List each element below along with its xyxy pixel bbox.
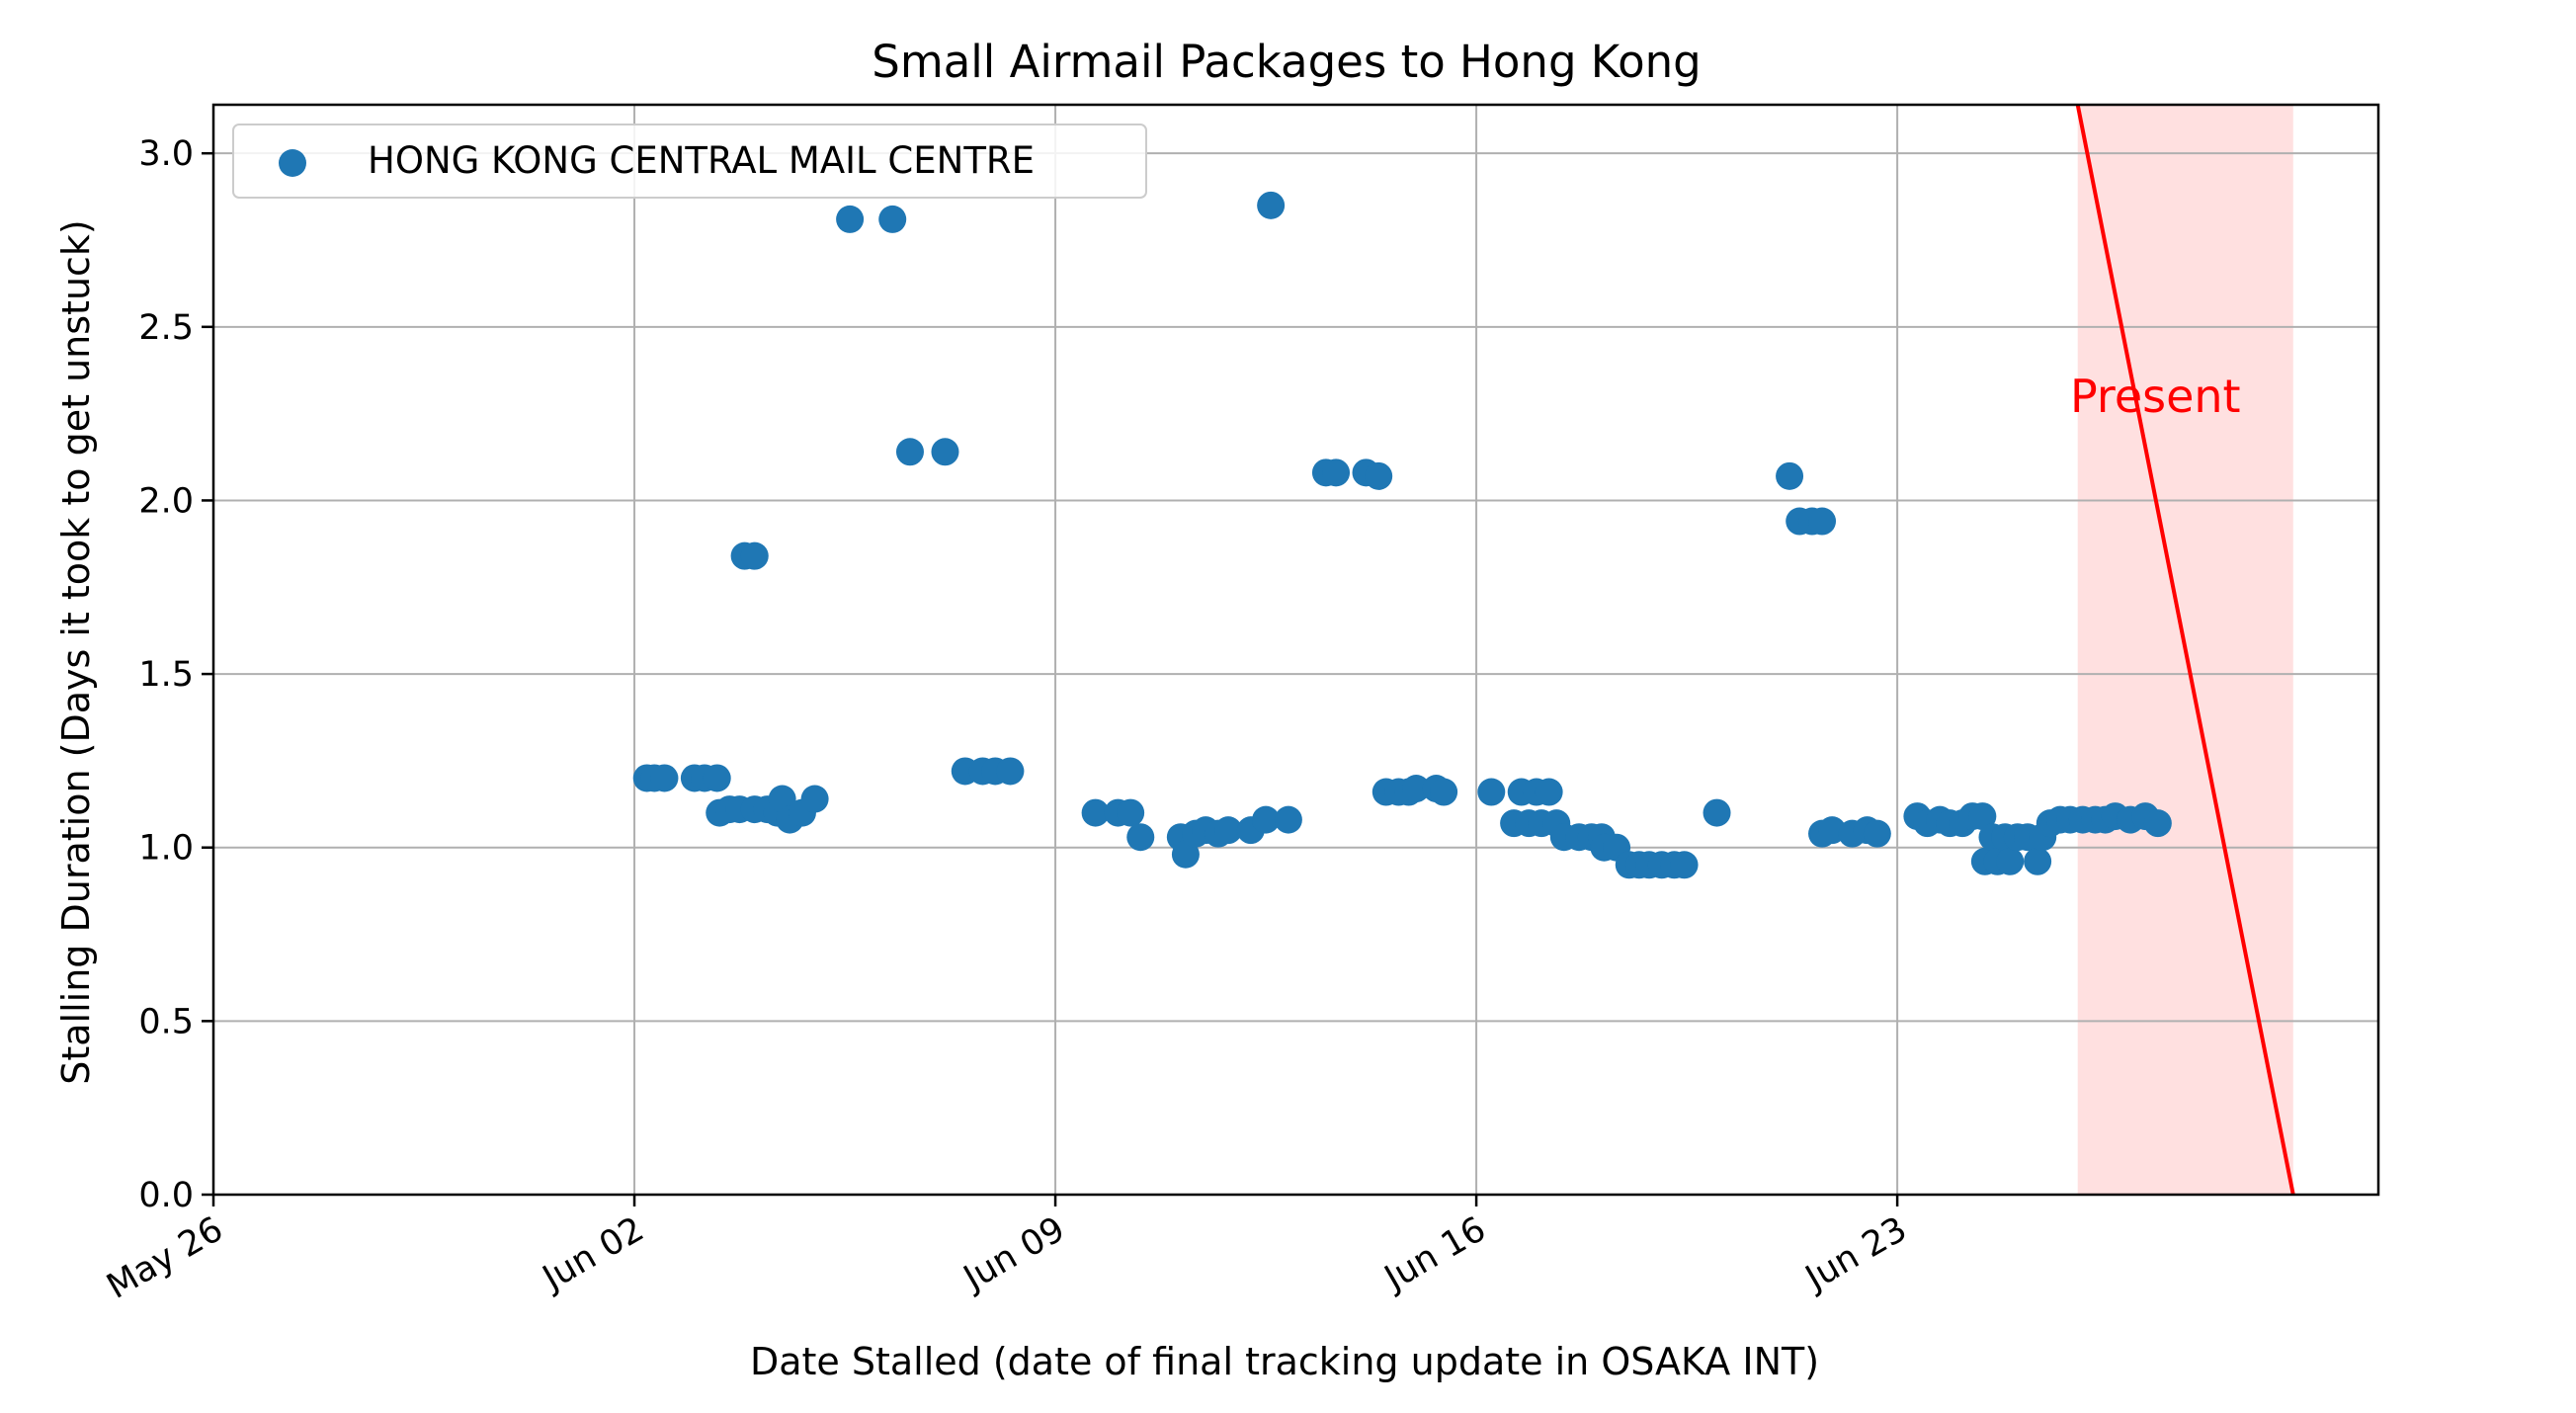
- data-point: [2143, 809, 2172, 838]
- data-point: [931, 438, 959, 466]
- y-axis-label: Stalling Duration (Days it took to get u…: [54, 219, 98, 1085]
- data-point: [740, 541, 769, 570]
- legend-entry-label: HONG KONG CENTRAL MAIL CENTRE: [368, 139, 1035, 182]
- plot-frame: [211, 103, 2380, 1197]
- data-point: [1322, 458, 1351, 487]
- data-point: [1214, 816, 1243, 845]
- data-point: [768, 785, 796, 813]
- scatter-points: [632, 191, 2172, 879]
- data-point: [1776, 461, 1804, 490]
- data-point: [895, 438, 924, 466]
- data-point: [1808, 507, 1837, 536]
- data-point: [2024, 847, 2052, 875]
- data-point: [836, 205, 865, 233]
- data-point: [1252, 805, 1281, 834]
- data-point: [1535, 778, 1563, 806]
- data-point: [1171, 840, 1200, 869]
- y-tick-label: 0.0: [138, 1176, 194, 1215]
- data-point: [1402, 775, 1431, 803]
- legend: HONG KONG CENTRAL MAIL CENTRE: [232, 124, 1147, 199]
- x-axis-label: Date Stalled (date of final tracking upd…: [750, 1340, 1819, 1383]
- legend-box: [232, 124, 1147, 199]
- y-tick-label: 1.5: [138, 655, 194, 695]
- y-tick-label: 0.5: [138, 1002, 194, 1041]
- data-point: [1703, 798, 1731, 827]
- data-point: [800, 785, 829, 813]
- y-tick-label: 3.0: [138, 134, 194, 174]
- legend-marker: [279, 149, 306, 177]
- present-annotation-layer: Present: [2070, 104, 2295, 1196]
- present-label: Present: [2070, 370, 2241, 423]
- data-point: [1081, 798, 1110, 827]
- data-point: [1257, 191, 1286, 219]
- data-point: [1670, 851, 1699, 879]
- data-point: [703, 764, 731, 792]
- y-tick-label: 1.0: [138, 829, 194, 869]
- data-point: [1274, 805, 1302, 834]
- y-tick-label: 2.5: [138, 308, 194, 348]
- y-tick-label: 2.0: [138, 481, 194, 521]
- data-point: [650, 764, 679, 792]
- data-point: [1968, 802, 1997, 831]
- y-axis-ticks: 0.0 0.5 1.0 1.5 2.0 2.5 3.0: [138, 134, 213, 1215]
- grid-layer: [213, 105, 2378, 1195]
- data-point: [878, 205, 907, 233]
- data-point: [1117, 798, 1145, 827]
- present-line: [2075, 104, 2295, 1196]
- data-point: [1863, 819, 1891, 848]
- data-point: [1126, 823, 1155, 852]
- chart-title: Small Airmail Packages to Hong Kong: [872, 36, 1701, 88]
- data-point: [1365, 461, 1393, 490]
- data-point: [1477, 778, 1506, 806]
- data-point: [1996, 847, 2025, 875]
- data-point: [1430, 778, 1458, 806]
- data-point: [996, 757, 1025, 786]
